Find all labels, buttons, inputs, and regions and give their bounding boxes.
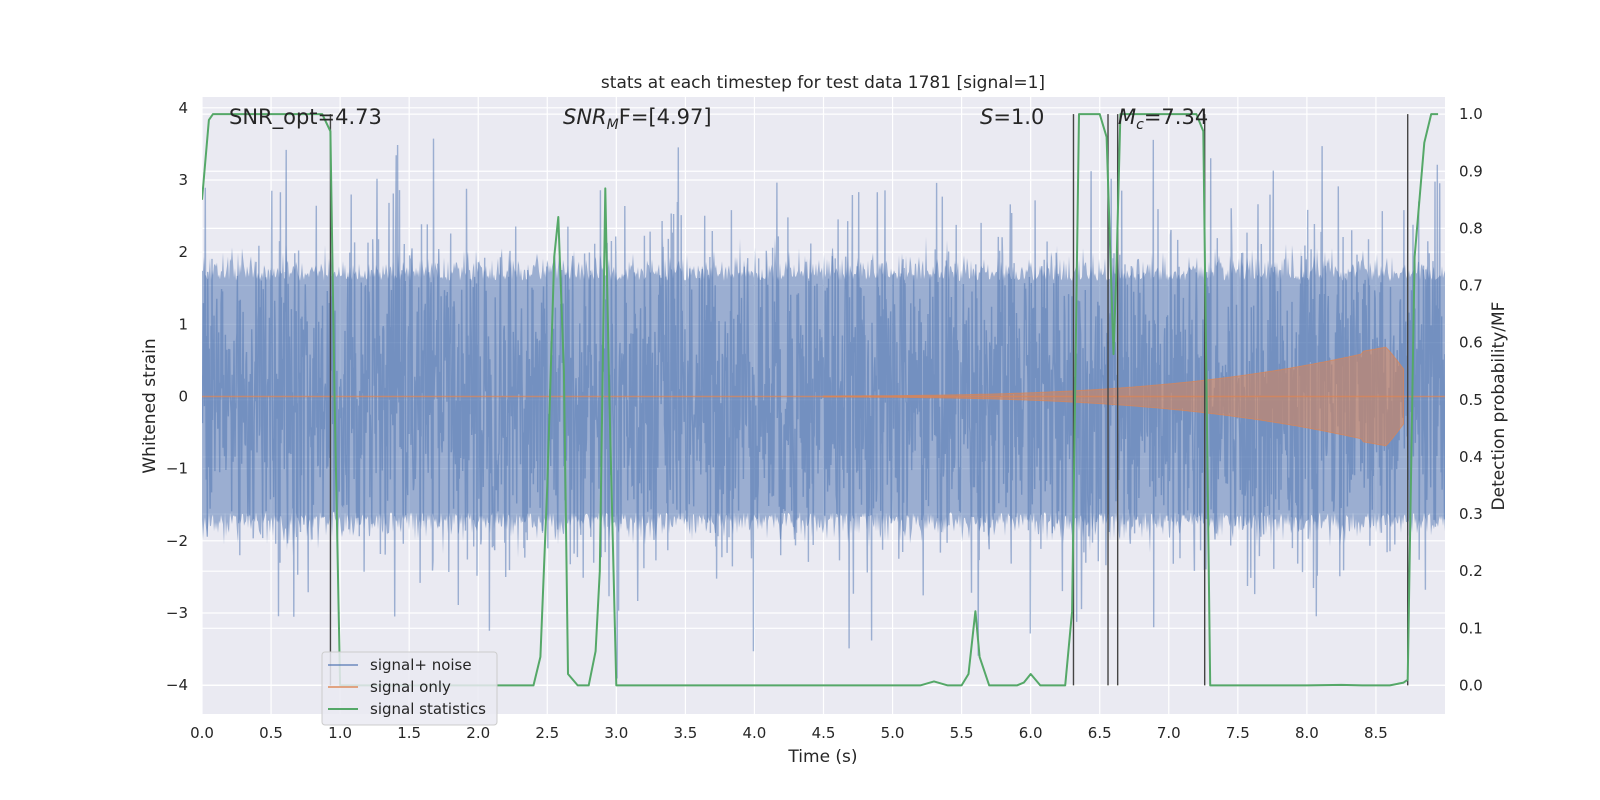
right-y-tick-label: 0.8 [1459, 219, 1483, 237]
right-y-tick-label: 0.0 [1459, 676, 1483, 694]
legend-box [321, 651, 498, 726]
series-signal-only-line [823, 346, 1405, 447]
right-y-tick-label: 0.4 [1459, 448, 1483, 466]
right-y-tick-label: 1.0 [1459, 105, 1483, 123]
legend-label-signal-only: signal only [370, 678, 451, 696]
x-tick-label: 3.5 [673, 724, 697, 742]
right-y-tick-label: 0.1 [1459, 619, 1483, 637]
x-tick-label: 8.5 [1364, 724, 1388, 742]
x-tick-label: 0.5 [259, 724, 283, 742]
x-tick-label: 3.0 [604, 724, 628, 742]
right-y-tick-label: 0.3 [1459, 505, 1483, 523]
x-tick-label: 4.0 [743, 724, 767, 742]
left-y-tick-label: 1 [178, 315, 188, 333]
x-tick-label: 4.5 [812, 724, 836, 742]
right-y-tick-label: 0.7 [1459, 277, 1483, 295]
x-tick-label: 1.5 [397, 724, 421, 742]
left-y-tick-label: 3 [178, 171, 188, 189]
left-y-tick-label: −4 [166, 676, 188, 694]
left-y-tick-label: 4 [178, 99, 188, 117]
annotation-snr-opt: SNR_opt=4.73 [229, 105, 382, 130]
x-tick-label: 7.0 [1157, 724, 1181, 742]
left-y-tick-label: −3 [166, 604, 188, 622]
left-y-axis-label: Whitened strain [140, 338, 160, 473]
left-y-tick-label: 2 [178, 243, 188, 261]
annotation-mc: Mc=7.34 [1118, 105, 1208, 133]
right-y-axis-label: Detection probability/MF [1489, 302, 1509, 511]
right-y-axis-ticks: 0.0 0.1 0.2 0.3 0.4 0.5 0.6 0.7 0.8 0.9 1.0 [1459, 105, 1483, 694]
right-y-tick-label: 0.6 [1459, 334, 1483, 352]
x-tick-label: 6.0 [1019, 724, 1043, 742]
left-y-axis-ticks: −4 −3 −2 −1 0 1 2 3 4 [166, 99, 188, 694]
x-tick-label: 0.0 [190, 724, 214, 742]
x-tick-label: 8.0 [1295, 724, 1319, 742]
x-tick-label: 1.0 [328, 724, 352, 742]
legend: signal+ noise signal only signal statist… [321, 651, 498, 726]
x-tick-label: 5.0 [881, 724, 905, 742]
left-y-tick-label: −1 [166, 460, 188, 478]
right-y-tick-label: 0.9 [1459, 162, 1483, 180]
x-axis-ticks: 0.0 0.5 1.0 1.5 2.0 2.5 3.0 3.5 4.0 4.5 5.0 5.5 6.0 6… [190, 724, 1388, 742]
annotation-snr-mf: SNRMF=[4.97] [563, 105, 712, 133]
left-y-tick-label: −2 [166, 532, 188, 550]
annotation-s: S=1.0 [980, 105, 1044, 129]
legend-label-signal-statistics: signal statistics [370, 700, 486, 718]
left-y-tick-label: 0 [178, 387, 188, 405]
series-signal-statistics-line [202, 113, 1439, 687]
x-axis-label: Time (s) [787, 747, 857, 767]
right-y-tick-label: 0.2 [1459, 562, 1483, 580]
x-tick-label: 2.5 [535, 724, 559, 742]
x-tick-label: 2.0 [466, 724, 490, 742]
x-tick-label: 6.5 [1088, 724, 1112, 742]
right-y-tick-label: 0.5 [1459, 391, 1483, 409]
chart-title: stats at each timestep for test data 178… [601, 73, 1045, 93]
legend-label-signal-noise: signal+ noise [370, 656, 472, 674]
x-tick-label: 5.5 [950, 724, 974, 742]
x-tick-label: 7.5 [1226, 724, 1250, 742]
